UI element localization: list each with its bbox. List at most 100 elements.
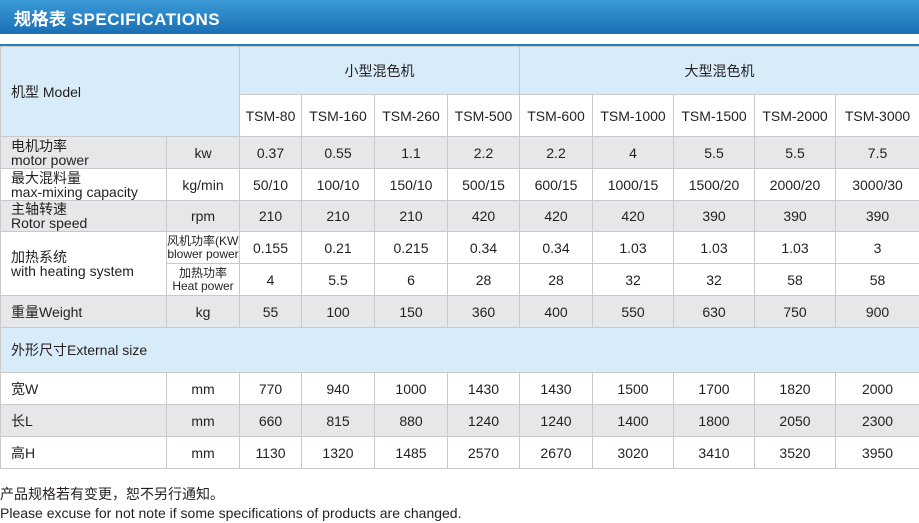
unit-cell: 风机功率(KW) blower power [166,231,240,264]
value-cell: 630 [673,295,755,328]
value-cell: 4 [239,263,302,296]
table-row: 重量Weight kg 55 100 150 360 400 550 630 7… [0,295,919,328]
value-cell: 0.55 [301,136,375,169]
value-cell: 2.2 [447,136,520,169]
value-cell: 1240 [519,404,593,437]
model-name: TSM-1000 [592,94,674,137]
value-cell: 2000/20 [754,168,836,201]
value-cell: 6 [374,263,448,296]
value-cell: 2670 [519,436,593,469]
unit-cell: mm [166,404,240,437]
section-row: 外形尺寸External size [0,327,919,373]
value-cell: 150 [374,295,448,328]
table-row: 电机功率 motor power kw 0.37 0.55 1.1 2.2 2.2… [0,136,919,169]
row-label-mixing-capacity: 最大混料量 max-mixing capacity [0,168,167,201]
value-cell: 1700 [673,372,755,405]
value-cell: 0.37 [239,136,302,169]
footnote-english: Please excuse for not note if some speci… [0,505,462,521]
value-cell: 2300 [834,404,919,437]
table-row: 宽W mm 770 940 1000 1430 1430 1500 1700 1… [0,372,919,405]
value-cell: 420 [447,200,520,232]
value-cell: 3020 [592,436,674,469]
value-cell: 3000/30 [834,168,919,201]
value-cell: 100 [301,295,375,328]
unit-cell: kg [166,295,240,328]
row-label-height: 高H [0,436,167,469]
value-cell: 3520 [754,436,836,469]
specifications-table: 机型 Model 小型混色机 大型混色机 TSM-80 TSM-160 TSM-… [0,46,919,469]
value-cell: 420 [592,200,674,232]
model-name: TSM-600 [519,94,593,137]
table-row: 加热功率 Heat power 4 5.5 6 28 28 32 32 58 58 [1,263,919,296]
header-group-row: 机型 Model 小型混色机 大型混色机 [0,46,919,137]
model-name: TSM-3000 [834,94,919,137]
small-mixer-group: 小型混色机 [239,46,520,95]
value-cell: 770 [239,372,302,405]
value-cell: 3 [834,231,919,264]
value-cell: 1485 [374,436,448,469]
row-label-heating-system: 加热系统 with heating system [0,231,167,296]
row-label-motor-power: 电机功率 motor power [0,136,167,169]
model-names-row: TSM-80 TSM-160 TSM-260 TSM-500 TSM-600 T… [1,94,919,137]
value-cell: 50/10 [239,168,302,201]
title-bar: 规格表 SPECIFICATIONS [0,0,919,34]
model-name: TSM-160 [301,94,375,137]
value-cell: 1130 [239,436,302,469]
value-cell: 2050 [754,404,836,437]
value-cell: 0.215 [374,231,448,264]
value-cell: 3410 [673,436,755,469]
value-cell: 2.2 [519,136,593,169]
value-cell: 1430 [447,372,520,405]
value-cell: 0.34 [447,231,520,264]
model-name: TSM-500 [447,94,520,137]
value-cell: 28 [447,263,520,296]
large-mixer-group: 大型混色机 [518,46,919,95]
value-cell: 58 [834,263,919,296]
value-cell: 1500 [592,372,674,405]
row-label-weight: 重量Weight [0,295,167,328]
value-cell: 3950 [834,436,919,469]
value-cell: 880 [374,404,448,437]
value-cell: 210 [374,200,448,232]
value-cell: 210 [239,200,302,232]
footnote-chinese: 产品规格若有变更，恕不另行通知。 [0,486,224,502]
unit-cell: 加热功率 Heat power [166,263,240,296]
unit-cell: kw [166,136,240,169]
value-cell: 5.5 [754,136,836,169]
value-cell: 660 [239,404,302,437]
table-row: 主轴转速 Rotor speed rpm 210 210 210 420 420 … [0,200,919,232]
value-cell: 58 [754,263,836,296]
value-cell: 32 [673,263,755,296]
value-cell: 28 [519,263,593,296]
value-cell: 0.34 [519,231,593,264]
unit-cell: rpm [166,200,240,232]
table-row: 加热系统 with heating system 风机功率(KW) blower p… [0,231,919,296]
row-label-length: 长L [0,404,167,437]
value-cell: 600/15 [519,168,593,201]
unit-cell: mm [166,436,240,469]
value-cell: 7.5 [834,136,919,169]
value-cell: 2000 [834,372,919,405]
model-name: TSM-80 [239,94,302,137]
row-label-width: 宽W [0,372,167,405]
table-row: 高H mm 1130 1320 1485 2570 2670 3020 3410… [0,436,919,469]
model-name: TSM-1500 [673,94,755,137]
value-cell: 1320 [301,436,375,469]
unit-cell: kg/min [166,168,240,201]
value-cell: 360 [447,295,520,328]
value-cell: 1000 [374,372,448,405]
value-cell: 815 [301,404,375,437]
value-cell: 750 [754,295,836,328]
value-cell: 1500/20 [673,168,755,201]
value-cell: 390 [673,200,755,232]
model-name: TSM-260 [374,94,448,137]
value-cell: 5.5 [301,263,375,296]
value-cell: 1.03 [673,231,755,264]
table-row: 长L mm 660 815 880 1240 1240 1400 1800 20… [0,404,919,437]
value-cell: 900 [834,295,919,328]
value-cell: 100/10 [301,168,375,201]
value-cell: 390 [754,200,836,232]
value-cell: 420 [519,200,593,232]
value-cell: 1820 [754,372,836,405]
value-cell: 1240 [447,404,520,437]
